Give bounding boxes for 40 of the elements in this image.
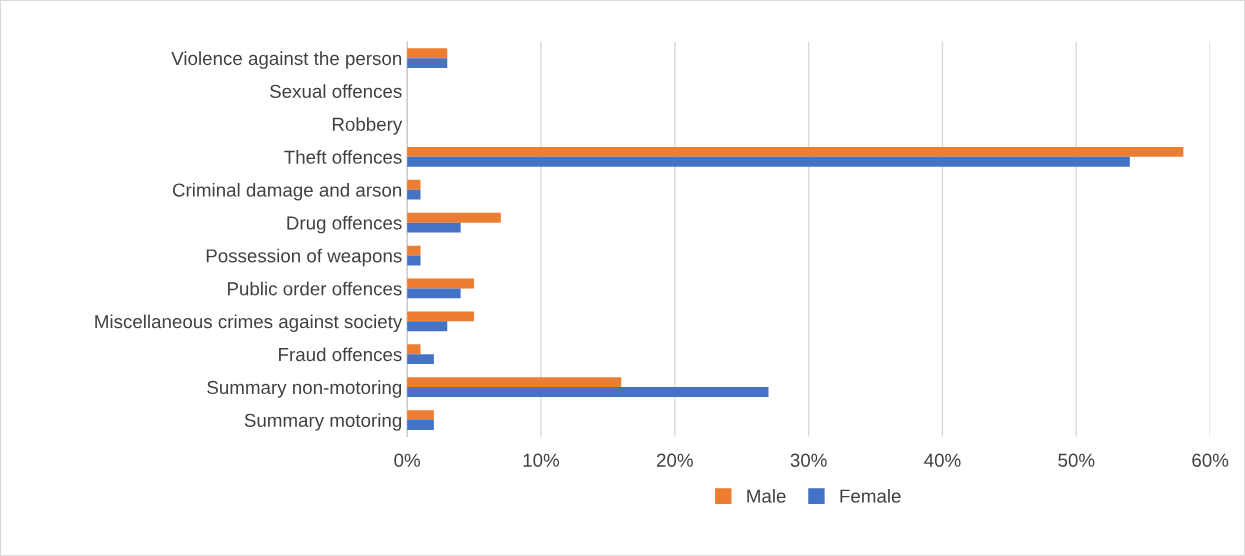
- bar: [407, 58, 448, 69]
- y-tick-label: Summary motoring: [244, 413, 402, 431]
- x-tick-label: 0%: [394, 453, 420, 467]
- legend-label: Male: [747, 488, 786, 503]
- y-tick-label: Possession of weapons: [206, 248, 402, 267]
- bar: [407, 344, 421, 355]
- bar: [407, 189, 421, 200]
- y-tick-label: Sexual offences: [270, 84, 402, 99]
- bar: [407, 311, 475, 322]
- bar: [407, 48, 448, 59]
- y-tick-label: Summary non-motoring: [207, 380, 402, 398]
- bar: [407, 156, 1130, 167]
- x-tick-label: 60%: [1192, 453, 1229, 467]
- bar: [407, 146, 1184, 157]
- bar: [407, 288, 461, 299]
- y-tick-label: Miscellaneous crimes against society: [95, 314, 403, 333]
- y-tick-label: Criminal damage and arson: [172, 182, 402, 201]
- bar: [407, 222, 461, 233]
- bar: [407, 410, 434, 421]
- bar: [407, 354, 434, 365]
- bar: [407, 377, 622, 388]
- bar: [407, 212, 501, 223]
- x-tick-label: 10%: [523, 453, 560, 467]
- y-tick-label: Drug offences: [287, 215, 402, 234]
- x-tick-label: 40%: [924, 453, 961, 467]
- bar: [407, 245, 421, 256]
- y-tick-label: Fraud offences: [279, 347, 402, 362]
- legend-label: Female: [840, 488, 901, 503]
- x-tick-label: 30%: [790, 453, 827, 467]
- bar: [407, 420, 434, 430]
- y-tick-label: Robbery: [332, 117, 403, 135]
- bar: [407, 387, 769, 397]
- bar: [407, 278, 475, 289]
- y-tick-label: Theft offences: [284, 150, 402, 164]
- x-tick-label: 20%: [656, 453, 693, 467]
- bar: [407, 179, 421, 190]
- y-tick-label: Violence against the person: [171, 51, 402, 69]
- bar: [407, 321, 448, 332]
- y-tick-label: Public order offences: [227, 281, 402, 296]
- x-tick-label: 50%: [1058, 453, 1095, 467]
